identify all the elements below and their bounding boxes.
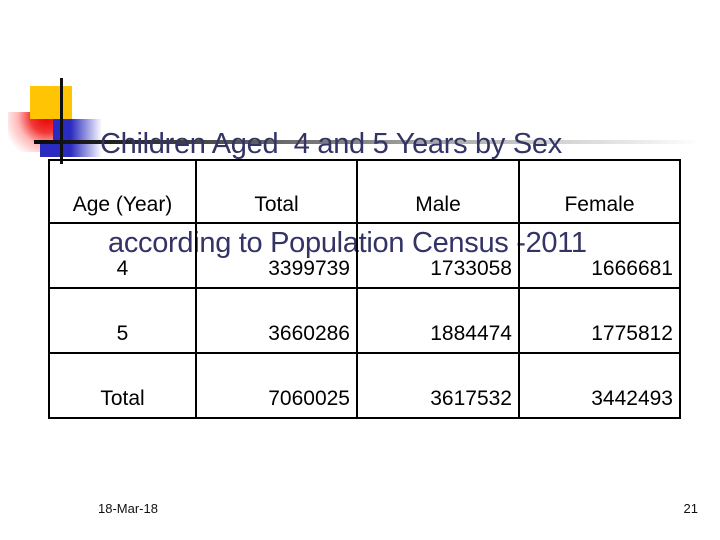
table-header-row: Age (Year) Total Male Female — [48, 158, 681, 225]
cell-female: 3442493 — [518, 351, 681, 420]
title-divider-rule — [34, 140, 700, 144]
decor-vertical-line — [60, 78, 63, 164]
slide-page-number: 21 — [683, 501, 698, 516]
cell-age: Total — [48, 351, 197, 420]
cell-female: 1666681 — [518, 222, 681, 289]
cell-male: 1733058 — [356, 222, 520, 289]
cell-total: 3399739 — [195, 222, 358, 289]
table-row-total: Total 7060025 3617532 3442493 — [48, 351, 681, 420]
cell-age: 5 — [48, 287, 197, 354]
cell-total: 3660286 — [195, 287, 358, 354]
cell-total: 7060025 — [195, 351, 358, 420]
table-row-age-4: 4 3399739 1733058 1666681 — [48, 222, 681, 289]
decor-blue-square-small — [40, 143, 57, 157]
cell-female: 1775812 — [518, 287, 681, 354]
cell-age: 4 — [48, 222, 197, 289]
census-table: Age (Year) Total Male Female 4 3399739 1… — [48, 158, 681, 420]
slide-title-line-1: Children Aged 4 and 5 Years by Sex — [100, 128, 562, 160]
column-header-male: Male — [356, 158, 520, 225]
table-row-age-5: 5 3660286 1884474 1775812 — [48, 287, 681, 354]
column-header-age: Age (Year) — [48, 158, 197, 225]
column-header-female: Female — [518, 158, 681, 225]
decor-yellow-square — [30, 86, 72, 119]
column-header-total: Total — [195, 158, 358, 225]
footer-date: 18-Mar-18 — [98, 501, 158, 516]
cell-male: 3617532 — [356, 351, 520, 420]
cell-male: 1884474 — [356, 287, 520, 354]
